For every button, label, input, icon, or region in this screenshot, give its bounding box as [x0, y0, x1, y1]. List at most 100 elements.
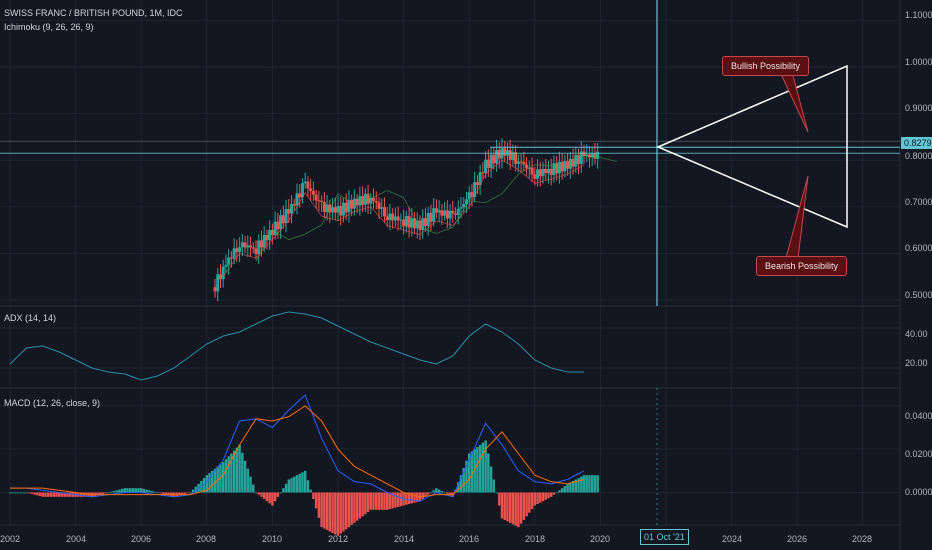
- macd-histogram-bar: [361, 492, 364, 517]
- candle-body: [525, 164, 529, 169]
- bullish-callout[interactable]: Bullish Possibility: [722, 56, 810, 76]
- macd-histogram-bar: [115, 490, 118, 493]
- macd-histogram-bar: [49, 492, 53, 497]
- macd-histogram-bar: [334, 492, 337, 535]
- candle-body: [423, 218, 427, 227]
- candle-body: [418, 220, 422, 230]
- macd-histogram-bar: [465, 460, 468, 493]
- candle-body: [393, 216, 397, 221]
- candle-body: [492, 154, 496, 164]
- macd-histogram-bar: [424, 492, 427, 497]
- macd-histogram-bar: [145, 489, 148, 493]
- macd-histogram-bar: [82, 492, 85, 497]
- price-tick: 1.1000: [905, 10, 932, 20]
- macd-histogram-bar: [328, 492, 331, 532]
- macd-histogram-bar: [571, 480, 575, 493]
- macd-histogram-bar: [148, 490, 151, 493]
- macd-histogram-bar: [525, 492, 528, 517]
- macd-histogram-bar: [457, 482, 460, 493]
- macd-histogram-bar: [156, 492, 159, 494]
- macd-histogram-bar: [432, 490, 435, 493]
- candle-body: [311, 190, 315, 195]
- candle-body: [306, 181, 310, 189]
- macd-histogram-bar: [314, 492, 318, 509]
- candle-body: [421, 218, 425, 230]
- candle-body: [552, 163, 556, 176]
- macd-histogram-bar: [268, 492, 271, 504]
- macd-histogram-bar: [290, 478, 293, 493]
- macd-histogram-bar: [372, 492, 375, 510]
- macd-histogram-bar: [232, 450, 236, 493]
- macd-histogram-bar: [459, 475, 463, 493]
- macd-histogram-bar: [323, 492, 326, 529]
- candle-body: [262, 235, 266, 248]
- candle-body: [470, 192, 474, 197]
- candle-body: [352, 198, 356, 209]
- ichimoku-label[interactable]: Ichimoku (9, 26, 26, 9): [4, 22, 94, 32]
- candle-body: [443, 210, 447, 216]
- macd-histogram-bar: [560, 488, 564, 493]
- candle-body: [227, 257, 231, 265]
- adx-tick: 20.00: [905, 358, 928, 368]
- macd-histogram-bar: [30, 492, 34, 494]
- x-tick: 2028: [851, 534, 873, 544]
- candle-body: [251, 247, 255, 249]
- x-tick: 2018: [524, 534, 546, 544]
- candle-body: [544, 169, 548, 174]
- macd-label[interactable]: MACD (12, 26, close, 9): [4, 398, 101, 408]
- macd-histogram-bar: [440, 491, 444, 493]
- candle-body: [292, 204, 296, 206]
- bearish-callout[interactable]: Bearish Possibility: [756, 256, 848, 276]
- macd-histogram-bar: [295, 475, 299, 493]
- macd-histogram-bar: [142, 488, 146, 493]
- macd-histogram-bar: [539, 492, 542, 503]
- candle-body: [434, 208, 438, 213]
- candle-body: [407, 216, 411, 228]
- candle-body: [462, 204, 466, 208]
- candle-body: [478, 172, 482, 186]
- candle-body: [429, 212, 433, 222]
- candle-body: [372, 197, 376, 202]
- macd-histogram-bar: [388, 492, 392, 510]
- macd-histogram-bar: [547, 492, 550, 499]
- candle-body: [221, 266, 225, 280]
- candle-body: [481, 172, 485, 174]
- candle-body: [361, 196, 365, 205]
- candle-body: [265, 235, 269, 241]
- adx-label[interactable]: ADX (14, 14): [4, 313, 57, 323]
- candle-body: [218, 274, 222, 280]
- candle-body: [232, 248, 236, 259]
- macd-histogram-bar: [405, 492, 408, 505]
- macd-histogram-bar: [137, 488, 140, 493]
- macd-histogram-bar: [63, 492, 66, 497]
- macd-histogram-bar: [435, 488, 438, 493]
- macd-histogram-bar: [301, 472, 304, 493]
- macd-histogram-bar: [500, 492, 504, 519]
- price-tick: 1.0000: [905, 57, 932, 67]
- macd-histogram-bar: [150, 491, 154, 493]
- macd-histogram-bar: [131, 488, 135, 493]
- candle-body: [585, 154, 589, 156]
- candle-body: [555, 163, 559, 174]
- macd-histogram-bar: [533, 492, 536, 506]
- candle-body: [426, 212, 430, 227]
- candle-body: [475, 182, 479, 186]
- macd-histogram-bar: [331, 492, 334, 533]
- macd-histogram-bar: [238, 444, 241, 493]
- macd-histogram-bar: [55, 492, 58, 497]
- macd-histogram-bar: [317, 492, 321, 518]
- x-tick: 2016: [458, 534, 480, 544]
- candle-body: [440, 210, 444, 216]
- macd-histogram-bar: [416, 492, 419, 502]
- macd-histogram-bar: [194, 486, 198, 493]
- candle-body: [593, 153, 597, 159]
- adx-tick: 40.00: [905, 329, 928, 339]
- candle-body: [243, 242, 247, 248]
- ichimoku-lagging-line: [255, 155, 617, 262]
- candle-body: [511, 152, 515, 160]
- candle-body: [336, 205, 340, 213]
- macd-histogram-bar: [468, 453, 471, 493]
- macd-histogram-bar: [481, 442, 485, 493]
- macd-histogram-bar: [252, 484, 255, 493]
- macd-histogram-bar: [230, 453, 233, 493]
